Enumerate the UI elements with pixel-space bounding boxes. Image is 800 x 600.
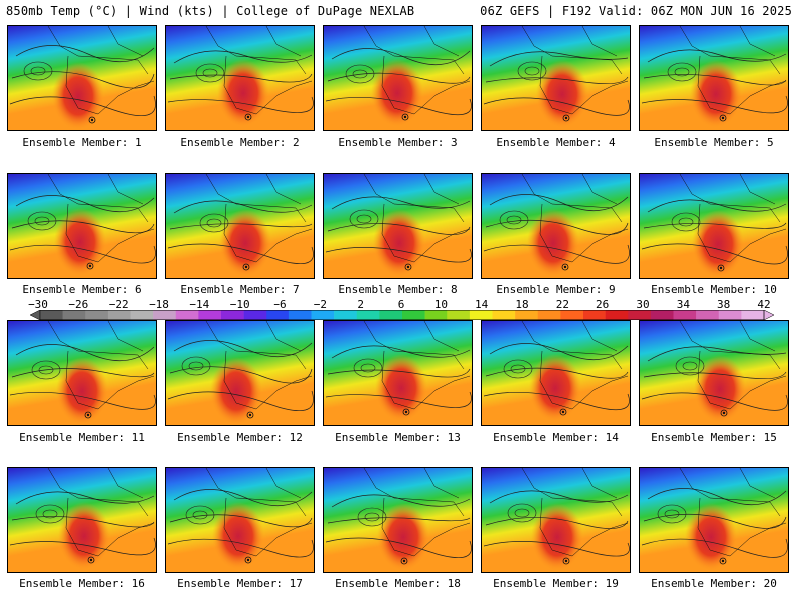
colorbar-tick-label: 26 — [596, 298, 610, 311]
colorbar-segment — [402, 310, 425, 320]
ensemble-member-label: Ensemble Member: 19 — [493, 577, 619, 590]
ensemble-map-14 — [481, 320, 631, 426]
ensemble-member-label: Ensemble Member: 14 — [493, 431, 619, 444]
ensemble-member-label: Ensemble Member: 17 — [177, 577, 303, 590]
colorbar-segment — [130, 310, 154, 320]
ensemble-map-3 — [323, 25, 473, 131]
ensemble-member-label: Ensemble Member: 3 — [338, 136, 458, 149]
colorbar-tick-label: 34 — [676, 298, 690, 311]
ensemble-member-label: Ensemble Member: 20 — [651, 577, 777, 590]
colorbar-tick-label: 18 — [515, 298, 529, 311]
ensemble-map-8 — [323, 173, 473, 279]
ensemble-map-2 — [165, 25, 315, 131]
colorbar-tick-label: 42 — [757, 298, 771, 311]
colorbar-tick-label: 6 — [397, 298, 405, 311]
ensemble-map-18 — [323, 467, 473, 573]
colorbar-segment — [266, 310, 290, 320]
colorbar-tick-label: 38 — [717, 298, 731, 311]
ensemble-map-16 — [7, 467, 157, 573]
ensemble-member-label: Ensemble Member: 6 — [22, 283, 142, 296]
colorbar-tick-label: −18 — [149, 298, 169, 311]
ensemble-map-15 — [639, 320, 789, 426]
colorbar-segment — [153, 310, 177, 320]
ensemble-member-label: Ensemble Member: 1 — [22, 136, 142, 149]
ensemble-map-13 — [323, 320, 473, 426]
colorbar-tick-label: −10 — [229, 298, 250, 311]
colorbar-tick-label: 22 — [555, 298, 569, 311]
colorbar-min-arrow — [30, 310, 41, 320]
ensemble-map-19 — [481, 467, 631, 573]
map-title: 850mb Temp (°C) | Wind (kts) | College o… — [6, 4, 415, 18]
ensemble-map-4 — [481, 25, 631, 131]
ensemble-map-11 — [7, 320, 157, 426]
ensemble-member-label: Ensemble Member: 7 — [180, 283, 300, 296]
colorbar-segment — [40, 310, 63, 320]
colorbar-segment — [537, 310, 561, 320]
colorbar-tick-label: 10 — [434, 298, 448, 311]
ensemble-member-label: Ensemble Member: 5 — [654, 136, 774, 149]
colorbar-tick-label: 2 — [357, 298, 364, 311]
colorbar-max-arrow — [763, 310, 774, 320]
colorbar-segment — [85, 310, 109, 320]
ensemble-member-label: Ensemble Member: 16 — [19, 577, 145, 590]
colorbar-tick-label: −30 — [28, 298, 48, 311]
colorbar-segment — [628, 310, 652, 320]
colorbar-segment — [221, 310, 244, 320]
ensemble-member-label: Ensemble Member: 18 — [335, 577, 461, 590]
colorbar-segment — [175, 310, 199, 320]
ensemble-map-9 — [481, 173, 631, 279]
colorbar-tick-label: −14 — [189, 298, 210, 311]
ensemble-map-10 — [639, 173, 789, 279]
ensemble-map-12 — [165, 320, 315, 426]
ensemble-member-label: Ensemble Member: 10 — [651, 283, 777, 296]
colorbar-segment — [288, 310, 312, 320]
ensemble-map-7 — [165, 173, 315, 279]
colorbar-tick-label: −6 — [273, 298, 287, 311]
colorbar-tick-label: −26 — [68, 298, 89, 311]
run-valid-time: 06Z GEFS | F192 Valid: 06Z MON JUN 16 20… — [480, 4, 792, 18]
colorbar-segment — [673, 310, 697, 320]
colorbar-segment — [62, 310, 86, 320]
ensemble-member-label: Ensemble Member: 9 — [496, 283, 616, 296]
colorbar-segment — [560, 310, 584, 320]
colorbar-segment — [741, 310, 765, 320]
ensemble-member-label: Ensemble Member: 8 — [338, 283, 458, 296]
ensemble-map-1 — [7, 25, 157, 131]
colorbar-segment — [605, 310, 629, 320]
colorbar-segment — [243, 310, 267, 320]
ensemble-member-label: Ensemble Member: 13 — [335, 431, 461, 444]
colorbar-segment — [424, 310, 448, 320]
colorbar-segment — [379, 310, 403, 320]
ensemble-member-label: Ensemble Member: 4 — [496, 136, 616, 149]
colorbar-segment — [198, 310, 222, 320]
colorbar-segment — [469, 310, 493, 320]
colorbar-segment — [334, 310, 358, 320]
colorbar-tick-label: −2 — [313, 298, 327, 311]
ensemble-map-20 — [639, 467, 789, 573]
colorbar-frame — [39, 310, 765, 320]
ensemble-map-17 — [165, 467, 315, 573]
colorbar-segment — [696, 310, 720, 320]
colorbar-tick-label: 14 — [475, 298, 489, 311]
colorbar-segment — [492, 310, 516, 320]
colorbar-tick-label: 30 — [636, 298, 650, 311]
colorbar-segment — [650, 310, 674, 320]
ensemble-member-label: Ensemble Member: 11 — [19, 431, 145, 444]
colorbar-segment — [107, 310, 131, 320]
colorbar-segment — [583, 310, 606, 320]
ensemble-member-label: Ensemble Member: 15 — [651, 431, 777, 444]
colorbar-segment — [718, 310, 742, 320]
colorbar-segment — [311, 310, 335, 320]
ensemble-member-label: Ensemble Member: 12 — [177, 431, 303, 444]
ensemble-member-label: Ensemble Member: 2 — [180, 136, 300, 149]
ensemble-map-6 — [7, 173, 157, 279]
colorbar-tick-label: −22 — [108, 298, 129, 311]
colorbar-segment — [447, 310, 471, 320]
colorbar-segment — [515, 310, 539, 320]
ensemble-map-5 — [639, 25, 789, 131]
temperature-colorbar — [30, 310, 774, 320]
colorbar-segment — [356, 310, 380, 320]
